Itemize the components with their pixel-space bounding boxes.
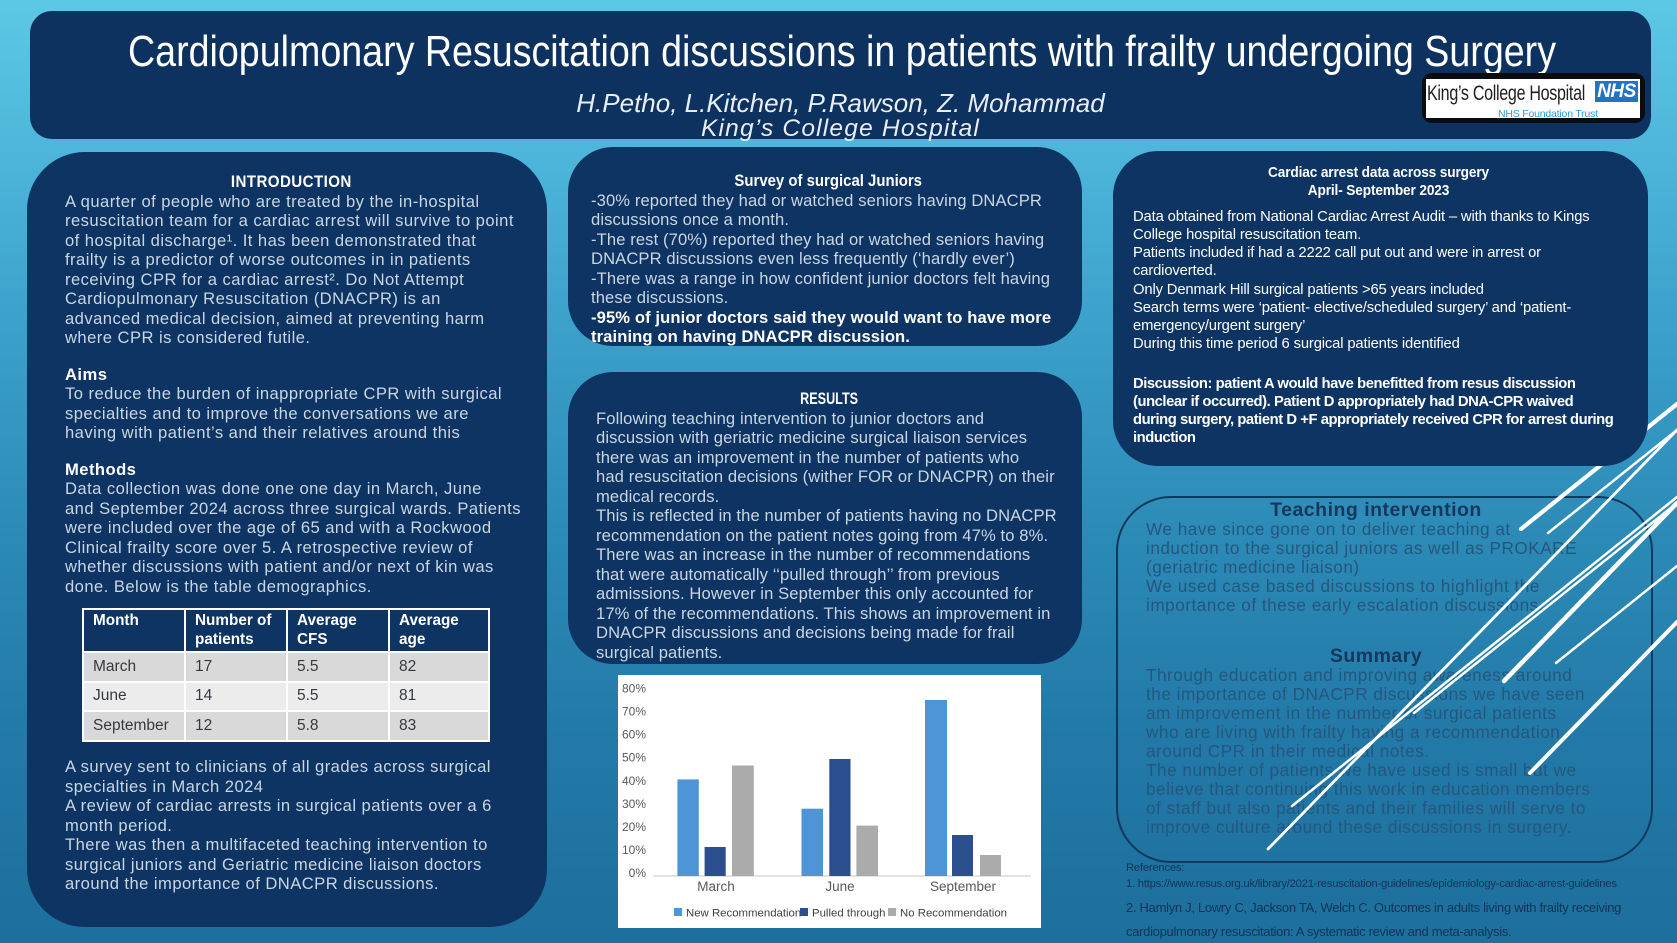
svg-text:20%: 20% bbox=[622, 820, 646, 834]
svg-text:New Recommendation: New Recommendation bbox=[686, 908, 801, 920]
svg-text:60%: 60% bbox=[622, 728, 646, 742]
svg-text:September: September bbox=[930, 879, 997, 894]
svg-text:50%: 50% bbox=[622, 751, 646, 765]
svg-text:70%: 70% bbox=[622, 705, 646, 719]
svg-text:80%: 80% bbox=[622, 682, 646, 696]
svg-text:June: June bbox=[825, 879, 854, 894]
svg-text:10%: 10% bbox=[622, 843, 646, 857]
svg-text:30%: 30% bbox=[622, 797, 646, 811]
svg-text:No Recommendation: No Recommendation bbox=[900, 908, 1007, 920]
svg-text:March: March bbox=[697, 879, 735, 894]
svg-text:40%: 40% bbox=[622, 774, 646, 788]
svg-text:0%: 0% bbox=[629, 866, 647, 880]
svg-text:Pulled through: Pulled through bbox=[812, 908, 885, 920]
